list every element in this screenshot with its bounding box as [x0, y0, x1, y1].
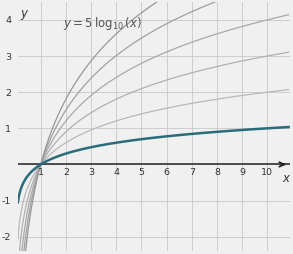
Text: 6: 6 — [163, 168, 170, 177]
Text: $y = 5\,\log_{10}(x)$: $y = 5\,\log_{10}(x)$ — [63, 15, 142, 32]
Text: 5: 5 — [138, 168, 144, 177]
Text: 4: 4 — [5, 16, 11, 25]
Text: x: x — [282, 171, 289, 184]
Text: 9: 9 — [239, 168, 245, 177]
Text: 1: 1 — [5, 124, 11, 133]
Text: 3: 3 — [5, 52, 11, 61]
Text: 2: 2 — [5, 88, 11, 97]
Text: -2: -2 — [2, 232, 11, 241]
Text: 3: 3 — [88, 168, 94, 177]
Text: 1: 1 — [38, 168, 44, 177]
Text: 8: 8 — [214, 168, 220, 177]
Text: 7: 7 — [189, 168, 195, 177]
Text: 10: 10 — [261, 168, 273, 177]
Text: -1: -1 — [2, 196, 11, 205]
Text: 2: 2 — [63, 168, 69, 177]
Text: 4: 4 — [113, 168, 119, 177]
Text: y: y — [20, 7, 27, 20]
